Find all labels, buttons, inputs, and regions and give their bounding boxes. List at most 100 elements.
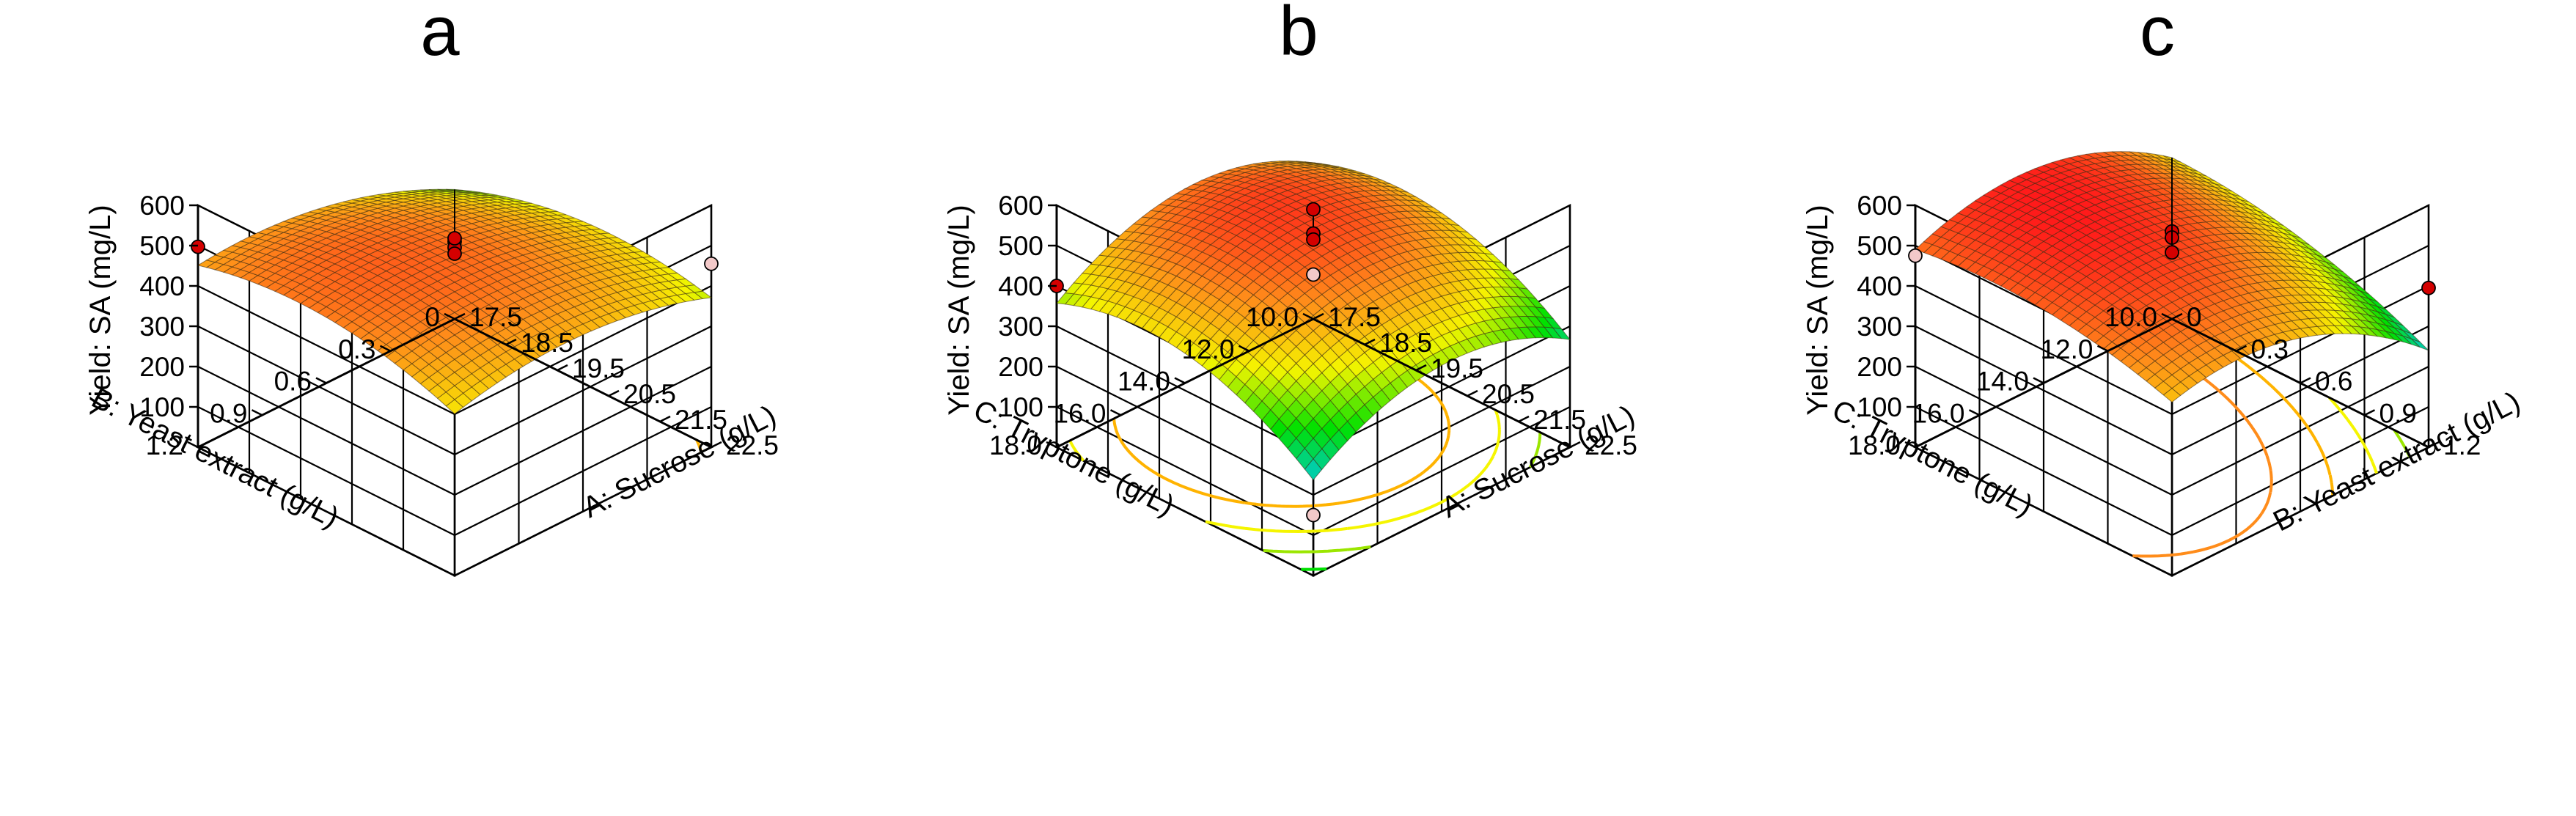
x-tick-label: 18.5 — [521, 328, 573, 358]
x-tick — [454, 312, 466, 320]
y-tick-label: 1.2 — [146, 430, 183, 460]
z-tick-label: 300 — [139, 312, 185, 342]
z-tick-label: 600 — [998, 191, 1043, 221]
panel-title: b — [1279, 0, 1318, 70]
y-tick — [187, 441, 199, 449]
y-tick-label: 14.0 — [1118, 367, 1170, 397]
y-tick — [444, 312, 455, 320]
z-tick-label: 400 — [1857, 271, 1902, 301]
y-tick-label: 10.0 — [2105, 302, 2157, 332]
y-tick — [379, 345, 392, 352]
y-tick-label: 0 — [425, 302, 440, 332]
surface-plot-c: c 100 200 300 400 500 600 Yield: SA (mg/L) 0 0.3 0… — [1802, 0, 2525, 578]
y-tick-label: 12.0 — [2040, 334, 2093, 364]
y-tick-label: 10.0 — [1246, 302, 1299, 332]
z-tick-label: 200 — [998, 352, 1043, 382]
y-tick-label: 18.0 — [989, 430, 1042, 460]
x-tick-label: 22.5 — [726, 430, 779, 460]
contour-260 — [1301, 567, 1326, 571]
z-axis-title: Yield: SA (mg/L) — [943, 205, 975, 416]
design-point — [447, 231, 462, 246]
x-tick — [1415, 364, 1427, 372]
x-tick-label: 19.5 — [572, 353, 625, 383]
y-tick — [1109, 409, 1122, 416]
x-tick — [659, 415, 671, 423]
response-surface — [1915, 151, 2429, 403]
panel-title: a — [420, 0, 460, 70]
z-tick-label: 600 — [139, 191, 185, 221]
y-tick-label: 14.0 — [1976, 367, 2029, 397]
y-tick — [2033, 377, 2044, 384]
y-tick-label: 18.0 — [1848, 430, 1901, 460]
z-tick-label: 100 — [1857, 392, 1902, 422]
y-tick — [251, 409, 263, 416]
z-tick-label: 600 — [1857, 191, 1902, 221]
z-tick-label: 400 — [139, 271, 185, 301]
x-tick — [608, 389, 620, 397]
x-tick — [1467, 389, 1478, 397]
x-tick-label: 0.3 — [2251, 334, 2289, 364]
x-tick-label: 18.5 — [1379, 328, 1432, 358]
design-point — [1306, 232, 1321, 247]
y-tick — [2096, 345, 2109, 352]
z-axis-title: Yield: SA (mg/L) — [1802, 205, 1834, 416]
z-tick-label: 100 — [998, 392, 1043, 422]
contour-320 — [1263, 432, 1542, 554]
x-tick — [2171, 312, 2183, 320]
y-tick-label: 16.0 — [1053, 398, 1106, 428]
x-tick — [1569, 441, 1581, 449]
panel-c: c 100 200 300 400 500 600 Yield: SA (mg/L) 0 0.3 0… — [1717, 0, 2576, 816]
x-tick-label: 19.5 — [1431, 353, 1483, 383]
z-tick-label: 200 — [1857, 352, 1902, 382]
z-axis: 100 200 300 400 500 600 Yield: SA (mg/L) — [84, 191, 198, 422]
z-tick-label: 400 — [998, 271, 1043, 301]
x-tick-label: 17.5 — [1328, 302, 1381, 332]
response-surface — [1056, 160, 1571, 481]
x-tick — [2428, 441, 2440, 449]
x-tick-label: 0 — [2187, 302, 2202, 332]
z-tick-label: 500 — [1857, 231, 1902, 261]
z-tick-label: 300 — [998, 312, 1043, 342]
design-points — [191, 189, 719, 271]
y-tick — [1238, 345, 1250, 352]
z-tick-label: 200 — [139, 352, 185, 382]
y-tick-label: 12.0 — [1181, 334, 1234, 364]
design-point — [2165, 245, 2179, 260]
y-tick-label: 0.3 — [338, 334, 375, 364]
x-tick-label: 17.5 — [469, 302, 522, 332]
x-tick — [505, 338, 517, 346]
y-tick — [315, 377, 327, 384]
design-point — [1306, 507, 1321, 523]
x-tick-label: 0.9 — [2379, 398, 2417, 428]
y-tick — [1046, 441, 1057, 449]
x-tick — [1364, 338, 1376, 346]
x-tick — [1518, 415, 1530, 423]
z-axis-title: Yield: SA (mg/L) — [84, 205, 117, 416]
z-tick-label: 500 — [998, 231, 1043, 261]
design-point — [191, 239, 205, 254]
x-tick-label: 20.5 — [1482, 379, 1535, 409]
y-tick-label: 0.9 — [210, 398, 247, 428]
surface-cell — [1304, 161, 1322, 164]
x-tick-label: 20.5 — [623, 379, 676, 409]
x-tick-label: 0.6 — [2315, 367, 2352, 397]
x-tick-label: 21.5 — [675, 405, 727, 435]
x-tick — [2235, 345, 2247, 352]
design-point — [1908, 248, 1923, 263]
panel-b: b 100 200 300 400 500 600 Yield: SA (mg/L) 17.5 1… — [859, 0, 1717, 816]
y-tick — [1904, 441, 1916, 449]
x-tick-label: 21.5 — [1533, 405, 1586, 435]
design-point — [1306, 267, 1321, 282]
x-tick-label: 1.2 — [2443, 430, 2481, 460]
y-tick — [1302, 312, 1314, 320]
x-tick — [2363, 409, 2376, 416]
z-tick-label: 300 — [1857, 312, 1902, 342]
design-point — [704, 256, 719, 271]
x-tick-label: 22.5 — [1585, 430, 1637, 460]
panel-title: c — [2140, 0, 2175, 70]
panel-a: a 100 200 300 400 500 600 Yield: SA (mg/L) 17.5 1… — [0, 0, 859, 816]
y-tick — [1174, 377, 1186, 384]
z-tick-label: 500 — [139, 231, 185, 261]
y-tick — [2161, 312, 2173, 320]
